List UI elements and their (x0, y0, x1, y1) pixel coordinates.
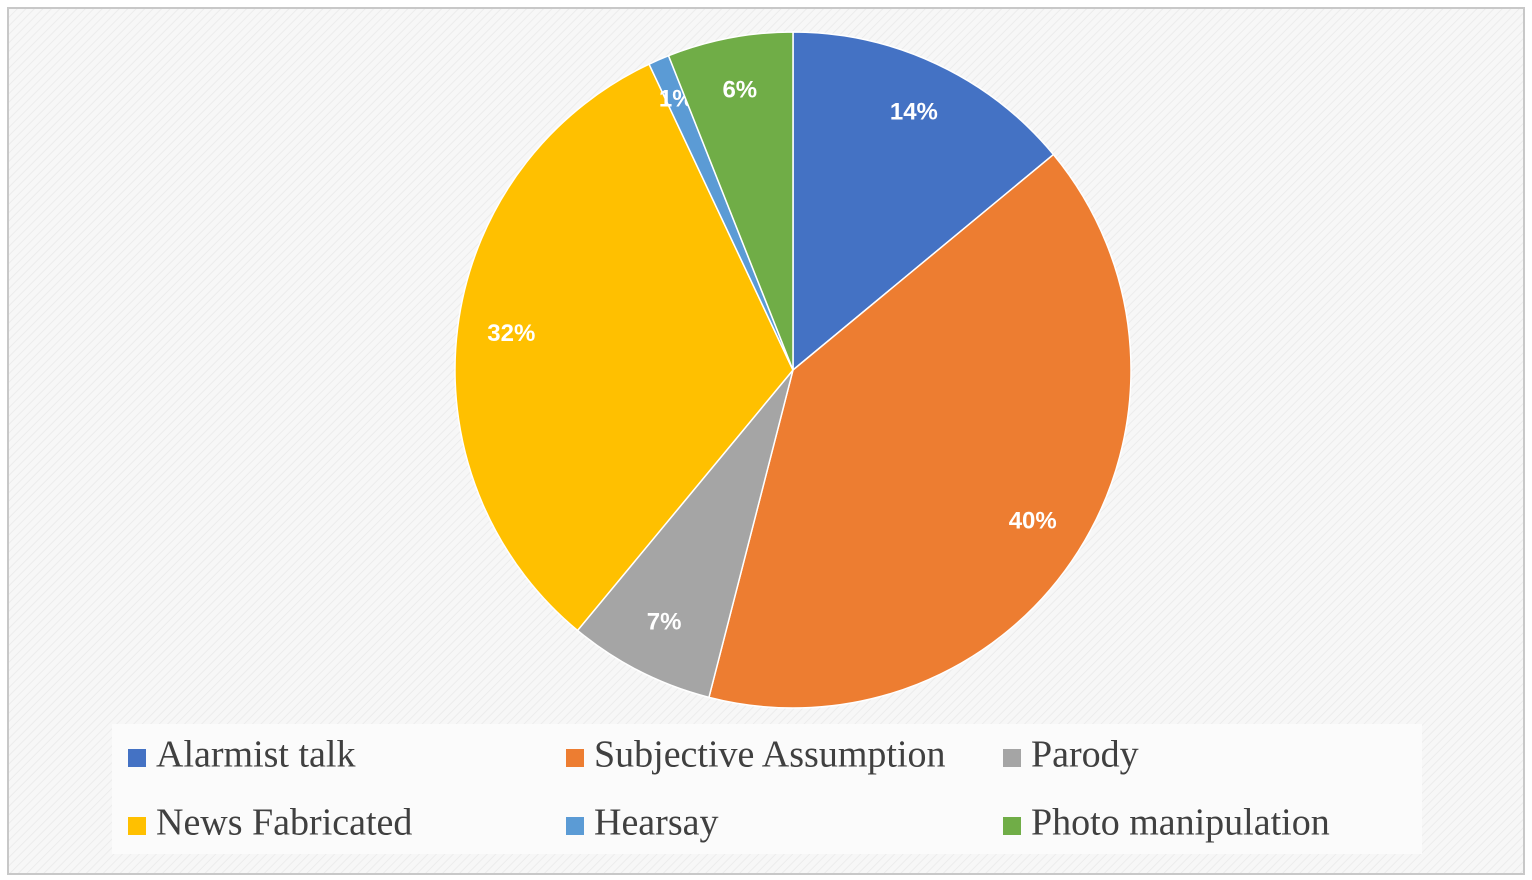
legend-label: Parody (1031, 734, 1139, 776)
pie-slice (576, 369, 794, 699)
legend-label: Alarmist talk (156, 734, 355, 776)
legend: Alarmist talk Subjective Assumption Parody… (128, 734, 1330, 844)
legend-swatch (1003, 749, 1021, 767)
legend-label: News Fabricated (156, 802, 412, 844)
data-label: 7% (647, 608, 682, 635)
data-label: 40% (1009, 507, 1057, 534)
legend-label: Hearsay (594, 802, 718, 844)
pie-slice (708, 153, 1132, 709)
data-label: 14% (890, 98, 938, 125)
data-label: 32% (487, 320, 535, 347)
pie: 14%40%7%32%1% 6% (454, 31, 1132, 709)
legend-label: Subjective Assumption (594, 734, 946, 776)
legend-swatch (128, 817, 146, 835)
legend-swatch (566, 817, 584, 835)
legend-box (112, 724, 1422, 854)
legend-swatch (566, 749, 584, 767)
legend-swatch (128, 749, 146, 767)
pie-slice (454, 63, 794, 632)
legend-label: Photo manipulation (1031, 802, 1330, 844)
pie-slice (792, 31, 1055, 372)
data-label: 6% (722, 76, 757, 103)
legend-swatch (1003, 817, 1021, 835)
pie-slice (667, 31, 794, 371)
